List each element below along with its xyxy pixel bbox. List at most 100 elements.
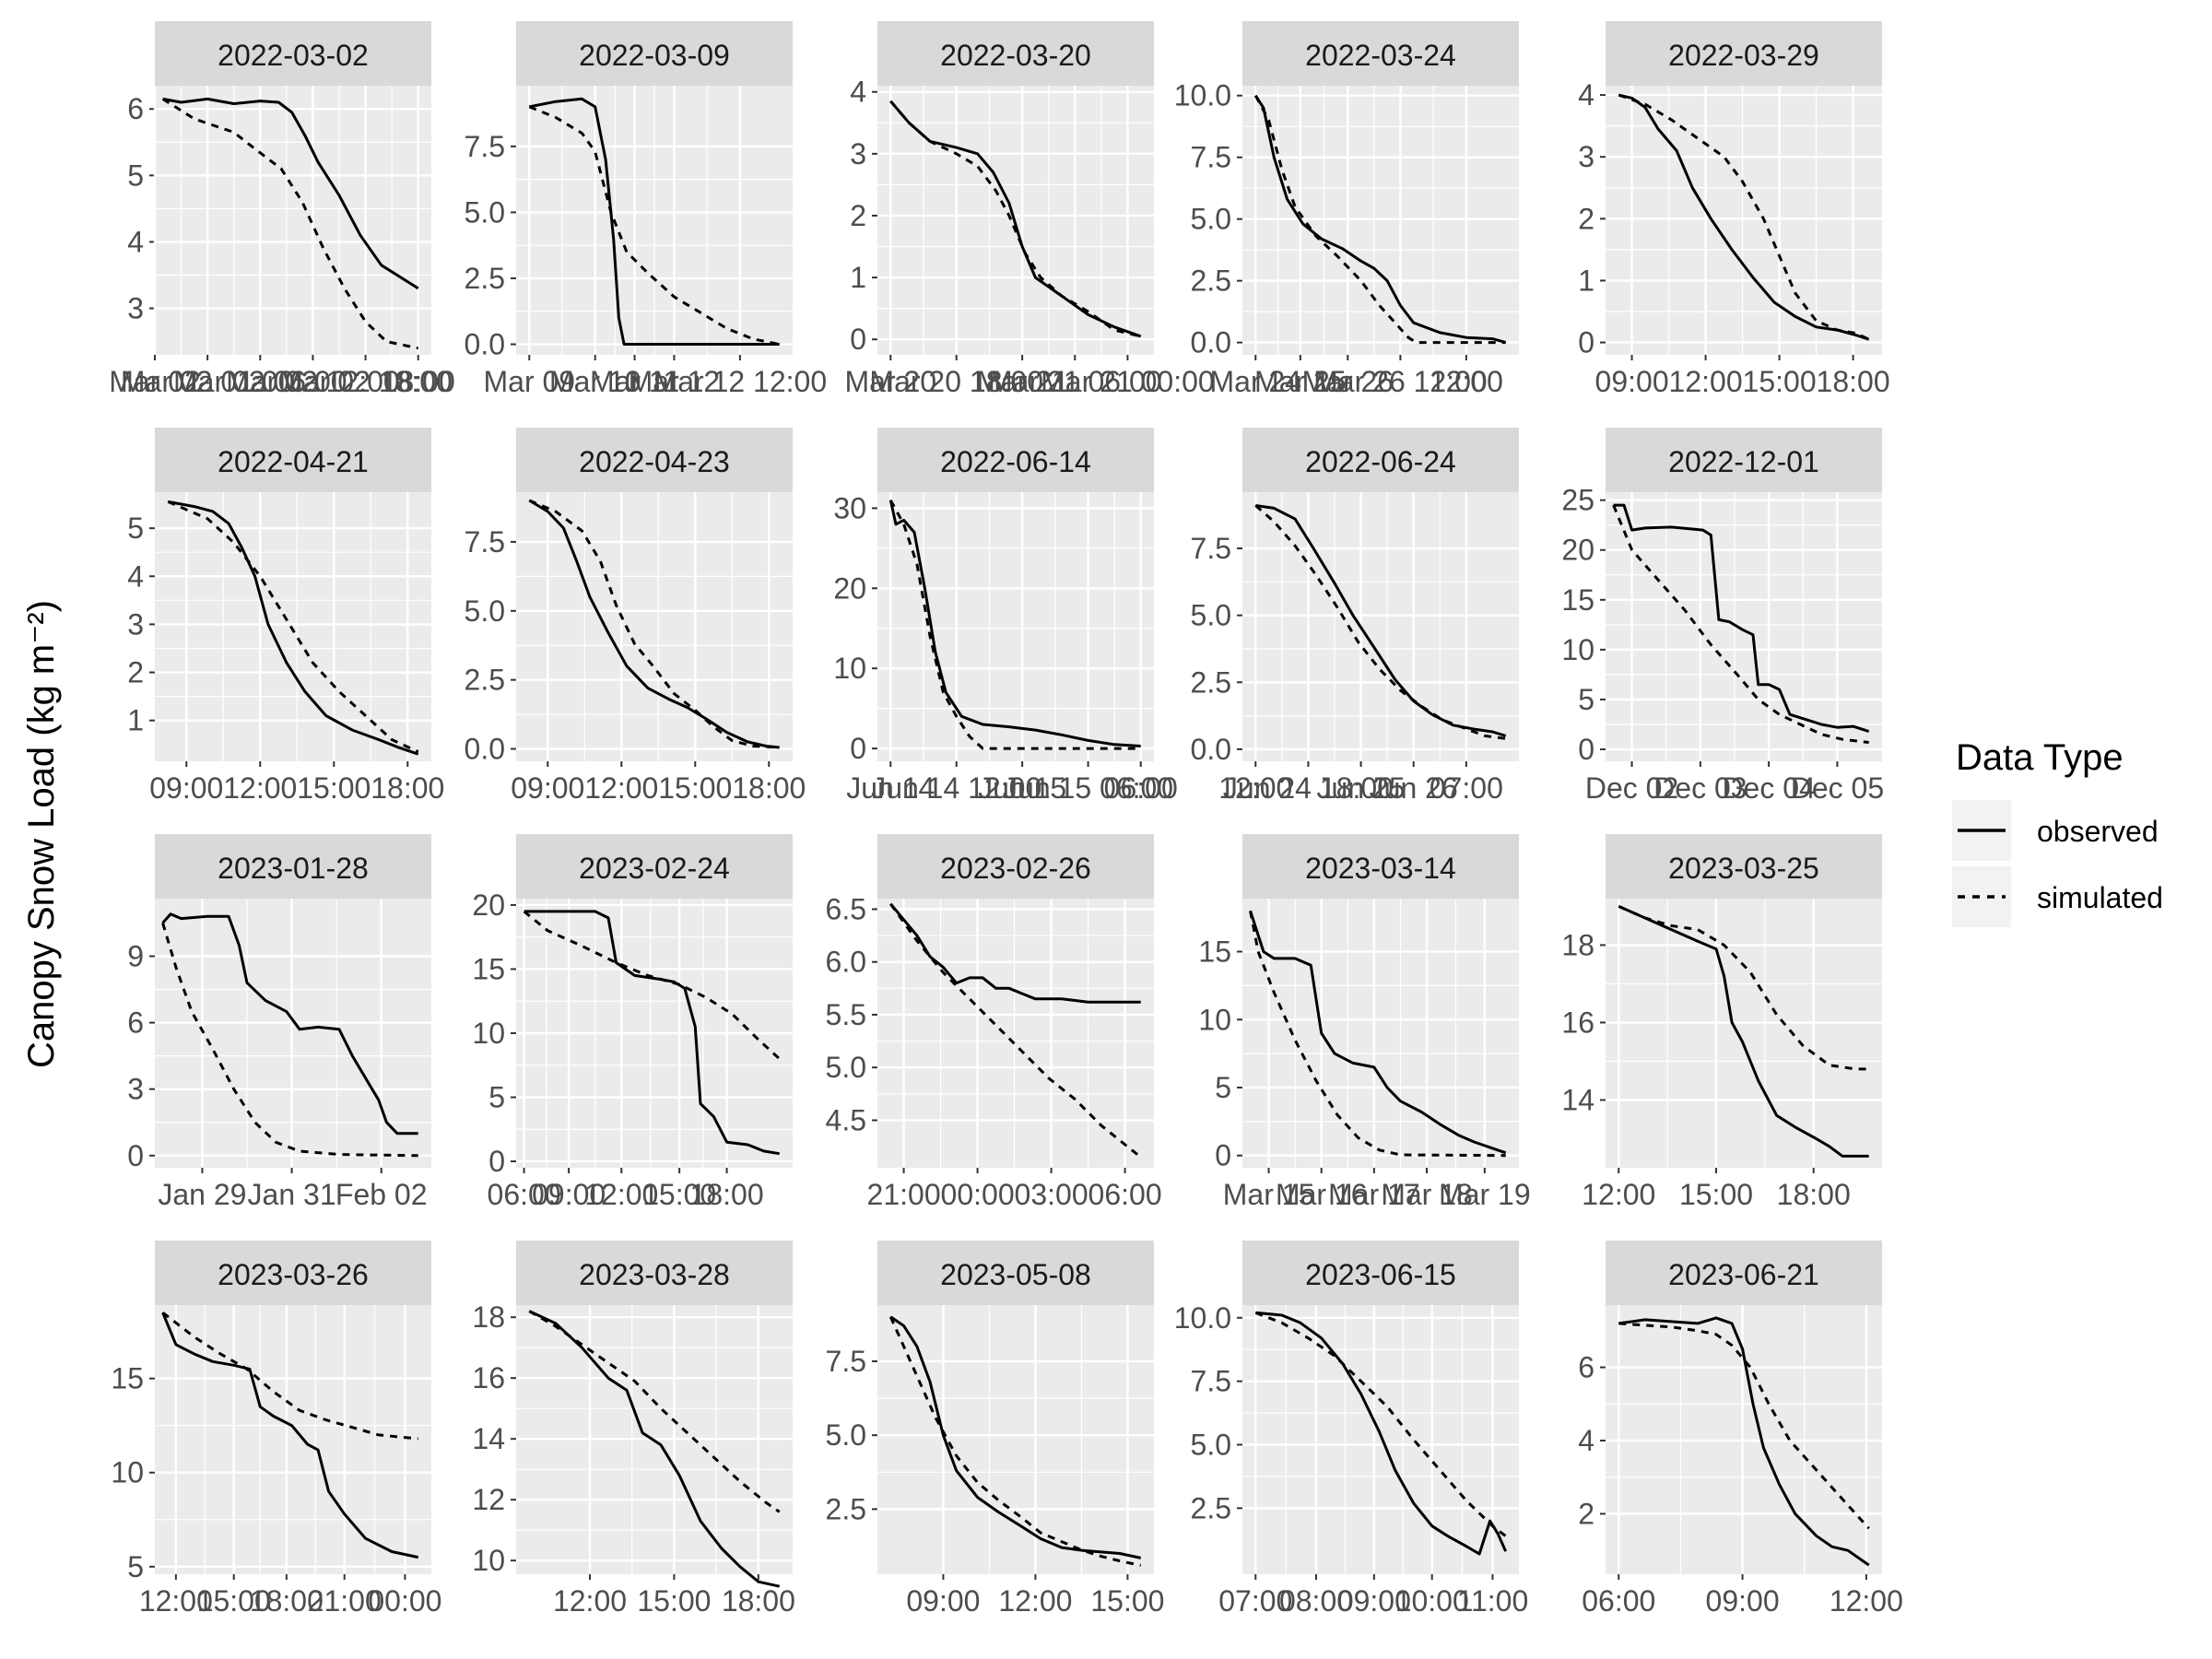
x-tick-label: 06:00: [1088, 1178, 1162, 1211]
y-tick-label: 7.5: [465, 130, 505, 163]
x-tick-label: 00:00: [941, 1178, 1015, 1211]
y-tick-label: 16: [472, 1361, 505, 1394]
observed-line: [888, 500, 1141, 747]
plot-background: [155, 86, 431, 355]
y-tick-label: 0: [850, 732, 866, 765]
simulated-line: [528, 499, 780, 749]
y-tick-label: 2.5: [1191, 665, 1231, 699]
legend: Data Type observed simulated: [1952, 737, 2163, 927]
observed-line: [889, 1315, 1142, 1559]
facet-strip-title: 2023-02-26: [940, 852, 1091, 885]
observed-line: [529, 97, 780, 346]
y-tick-label: 0: [1578, 733, 1594, 766]
facet-strip: [516, 21, 793, 88]
y-tick-label: 2.5: [1191, 265, 1231, 298]
facet-strip: [1606, 21, 1882, 88]
x-tick-label: 21:00: [308, 1584, 382, 1618]
y-tick-label: 5.0: [826, 1418, 866, 1452]
x-tick-label: 18:00: [1817, 365, 1890, 398]
x-tick-label: 15:00: [637, 1584, 711, 1618]
y-tick-label: 10: [1561, 633, 1594, 666]
x-tick-label: Dec 03: [1653, 771, 1747, 805]
y-tick-label: 5.5: [826, 998, 866, 1031]
observed-line: [1618, 905, 1869, 1158]
facet-strip-title: 2023-02-24: [579, 852, 730, 885]
y-tick-label: 0.0: [465, 733, 505, 766]
x-tick-label: Jun 15: [978, 771, 1066, 805]
facet-strip-title: 2022-12-01: [1668, 445, 1819, 478]
y-tick-label: 15: [472, 952, 505, 985]
facet-panel: 2023-05-08 2.5 5.0 7.5 09:00 12:00 15:00: [826, 1241, 1164, 1618]
x-tick-label: 18:00: [690, 1178, 764, 1211]
facet-strip-title: 2022-03-09: [579, 39, 730, 72]
x-tick-label: Dec 05: [1791, 771, 1884, 805]
observed-line: [889, 902, 1141, 1004]
facet-strip-title: 2023-03-26: [218, 1258, 369, 1291]
y-tick-label: 2: [127, 656, 144, 689]
observed-line: [161, 1312, 419, 1559]
plot-background: [516, 492, 793, 761]
x-tick-label: Mar 02 01:00: [121, 365, 295, 398]
x-tick-label: 15:00: [197, 1584, 271, 1618]
plot-background: [877, 899, 1154, 1168]
simulated-line: [888, 499, 1141, 750]
plot-background: [1606, 492, 1882, 761]
x-tick-label: 18:00: [371, 771, 444, 805]
observed-line: [168, 500, 419, 756]
x-tick-label: 15:00: [1090, 1584, 1164, 1618]
x-tick-label: 09:00: [149, 771, 223, 805]
observed-line: [889, 100, 1142, 338]
y-tick-label: 5: [1215, 1071, 1231, 1104]
y-tick-label: 6.0: [826, 946, 866, 979]
facet-panel: 2023-02-26 4.5 5.0 5.5 6.0 6.5 21:00 00:00 03:00…: [826, 834, 1162, 1211]
y-tick-label: 3: [1578, 140, 1594, 173]
simulated-line: [528, 1310, 781, 1513]
y-tick-label: 1: [1578, 264, 1594, 297]
y-tick-label: 0.0: [465, 328, 505, 361]
x-tick-label: Mar 24: [1209, 365, 1301, 398]
observed-line: [1249, 910, 1507, 1155]
simulated-line: [1254, 1311, 1507, 1537]
y-tick-label: 6: [1578, 1351, 1594, 1384]
y-tick-label: 6.5: [826, 892, 866, 925]
x-tick-label: 12:00: [584, 771, 658, 805]
y-tick-label: 10: [1198, 1003, 1231, 1036]
facet-panel: 2022-04-23 0.0 2.5 5.0 7.5 09:00 12:00 15:00 18:…: [465, 428, 806, 805]
y-tick-label: 0: [488, 1145, 505, 1178]
x-tick-label: Mar 20 18:00: [869, 365, 1043, 398]
facet-panel: 2023-06-15 2.5 5.0 7.5 10.0 07:0008:0009:0010…: [1174, 1241, 1528, 1618]
x-tick-label: Mar 26 12:00: [1313, 365, 1488, 398]
x-tick-label: 15:00: [658, 771, 732, 805]
x-tick-label: 03:00: [1015, 1178, 1088, 1211]
y-tick-label: 0.0: [1191, 733, 1231, 766]
y-tick-label: 16: [1561, 1006, 1594, 1039]
y-tick-label: 14: [1561, 1083, 1594, 1116]
x-tick-label: Jun 14: [846, 771, 935, 805]
y-tick-label: 0: [1578, 326, 1594, 359]
x-tick-label: 09:00: [511, 771, 584, 805]
x-tick-label: Mar 02 18:00: [278, 365, 453, 398]
y-axis-title: Canopy Snow Load (kg m⁻²): [21, 600, 62, 1068]
plot-background: [1606, 899, 1882, 1168]
facet-strip: [1606, 1241, 1882, 1307]
y-tick-label: 2: [1578, 1497, 1594, 1530]
x-tick-label: 06:00: [1582, 1584, 1655, 1618]
facet-strip: [516, 1241, 793, 1307]
y-tick-label: 0: [127, 1139, 144, 1172]
x-tick-label: 07:00: [1218, 1584, 1292, 1618]
y-tick-label: 5: [127, 512, 144, 545]
x-tick-label: 12:00: [553, 1584, 627, 1618]
x-tick-label: 18:00: [732, 771, 806, 805]
y-tick-label: 6: [127, 92, 144, 125]
facet-strip: [1242, 1241, 1519, 1307]
y-tick-label: 0: [1215, 1139, 1231, 1172]
observed-line: [162, 97, 419, 290]
y-tick-label: 30: [833, 491, 866, 524]
facet-strip: [516, 428, 793, 494]
facet-strip-title: 2022-03-02: [218, 39, 369, 72]
y-tick-label: 5.0: [465, 594, 505, 628]
y-tick-label: 20: [472, 888, 505, 922]
